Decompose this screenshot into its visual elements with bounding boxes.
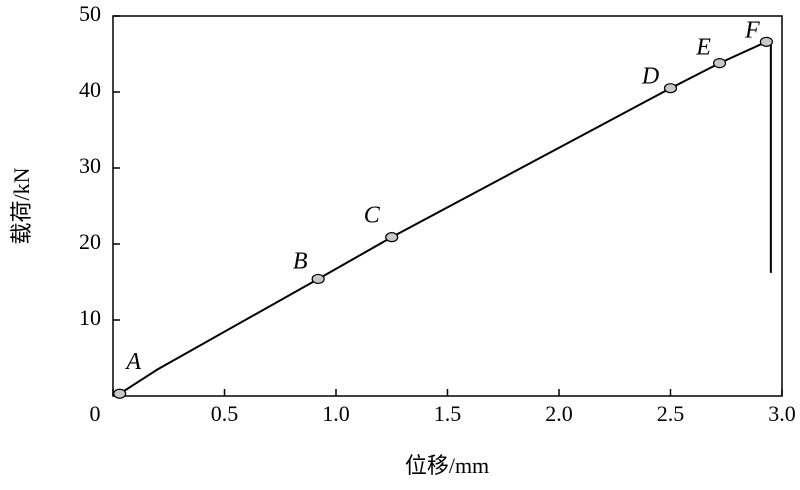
x-tick-label: 1.5 <box>434 401 462 426</box>
point-marker <box>663 83 678 94</box>
point-label: C <box>364 203 381 229</box>
point-label: D <box>641 64 659 90</box>
point-marker <box>113 388 127 399</box>
x-tick-label: 3.0 <box>768 401 796 426</box>
x-tick-label: 2.0 <box>545 401 573 426</box>
x-tick-label: 2.5 <box>657 401 685 426</box>
point-marker <box>759 36 773 47</box>
point-marker <box>712 58 727 69</box>
y-tick-label: 10 <box>79 305 101 330</box>
x-tick-label: 0.5 <box>211 401 239 426</box>
y-tick-label: 20 <box>79 229 101 254</box>
x-tick-label: 1.0 <box>322 401 350 426</box>
y-tick-label: 40 <box>79 77 101 102</box>
point-label: F <box>744 17 760 43</box>
x-axis-label: 位移/mm <box>405 453 489 478</box>
x-tick-label: 0 <box>90 401 101 426</box>
point-marker <box>311 273 325 285</box>
data-line <box>119 40 772 395</box>
point-label: E <box>695 35 711 61</box>
y-tick-label: 30 <box>79 153 101 178</box>
point-marker <box>385 232 399 243</box>
point-label: B <box>293 248 308 274</box>
y-axis-label: 载荷/kN <box>9 167 34 244</box>
point-label: A <box>124 349 141 375</box>
y-tick-label: 50 <box>79 1 101 26</box>
